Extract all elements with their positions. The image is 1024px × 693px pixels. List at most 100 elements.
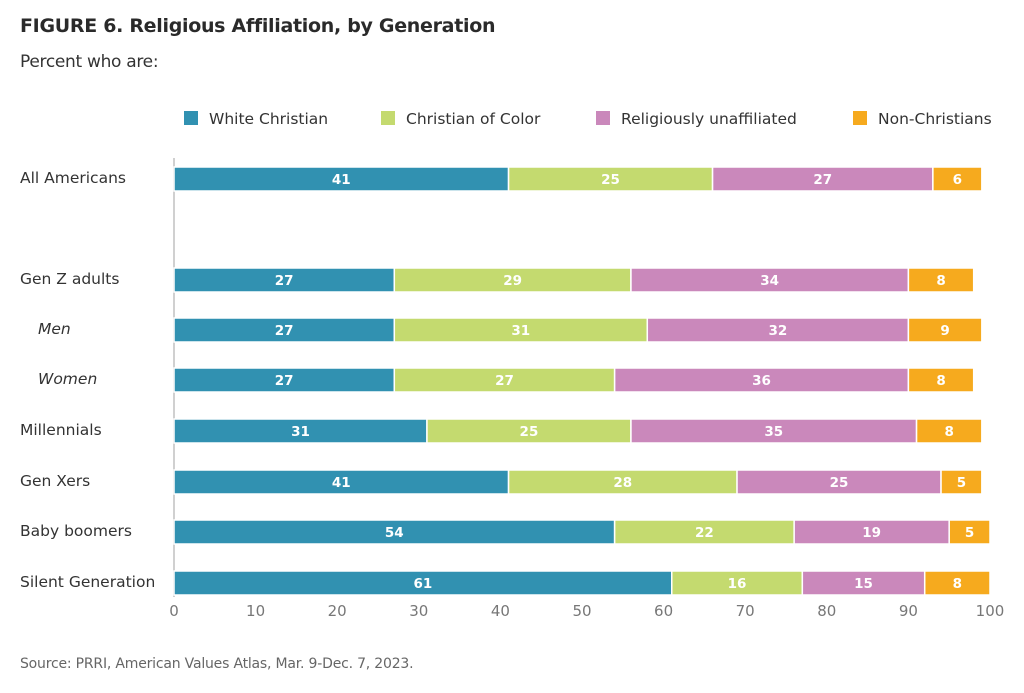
bar-value-label: 16 (728, 576, 747, 592)
bar-segment (630, 267, 910, 293)
bar-value-label: 61 (413, 576, 432, 592)
bar-row: 31 25 35 8 (173, 418, 983, 444)
bar-value-label: 19 (862, 525, 881, 541)
bar-segment (907, 267, 975, 293)
x-tick-label: 80 (817, 602, 836, 620)
legend-label: Religiously unaffiliated (621, 110, 797, 128)
bar-value-label: 32 (768, 323, 787, 339)
bar-value-label: 27 (813, 172, 832, 188)
bar-segment (507, 166, 714, 192)
category-label: Gen Xers (20, 472, 90, 490)
category-label: Millennials (20, 421, 102, 439)
legend-swatch (184, 111, 198, 125)
chart-title: FIGURE 6. Religious Affiliation, by Gene… (20, 15, 496, 37)
x-tick-label: 60 (654, 602, 673, 620)
bar-segment (646, 317, 910, 343)
bar-value-label: 34 (760, 273, 779, 289)
x-tick-label: 10 (246, 602, 265, 620)
bar-segment (613, 367, 910, 393)
bar-segment (932, 166, 983, 192)
category-label: All Americans (20, 169, 126, 187)
bar-value-label: 15 (854, 576, 873, 592)
legend: White Christian Christian of Color Religio… (184, 110, 992, 128)
bar-row: 27 29 34 8 (173, 267, 975, 293)
x-axis-ticks: 0 10 20 30 40 50 60 70 80 90 100 (169, 602, 1004, 620)
bar-value-label: 41 (332, 475, 351, 491)
category-label: Women (38, 370, 97, 388)
bar-segment (940, 469, 983, 495)
legend-swatch (853, 111, 867, 125)
bar-value-label: 29 (503, 273, 522, 289)
legend-label: White Christian (209, 110, 328, 128)
bar-segment (630, 418, 918, 444)
bar-value-label: 6 (953, 172, 962, 188)
bar-segment (507, 469, 738, 495)
bar-segment (907, 367, 975, 393)
bar-value-label: 41 (332, 172, 351, 188)
bar-value-label: 27 (275, 323, 294, 339)
bar-row: 41 25 27 6 (173, 166, 983, 192)
bar-value-label: 25 (520, 424, 539, 440)
bar-value-label: 27 (275, 273, 294, 289)
bar-value-label: 5 (957, 475, 966, 491)
bar-value-label: 28 (613, 475, 632, 491)
bar-value-label: 27 (275, 373, 294, 389)
x-tick-label: 100 (976, 602, 1005, 620)
bar-segment (173, 317, 396, 343)
bar-value-label: 35 (764, 424, 783, 440)
x-tick-label: 90 (899, 602, 918, 620)
bar-segment (923, 570, 991, 596)
category-label: Silent Generation (20, 573, 155, 591)
legend-item: Religiously unaffiliated (596, 110, 797, 128)
bar-value-label: 27 (495, 373, 514, 389)
category-label: Gen Z adults (20, 270, 119, 288)
bar-segment (671, 570, 804, 596)
bar-value-label: 25 (830, 475, 849, 491)
bar-row: 27 27 36 8 (173, 367, 975, 393)
bar-segment (907, 317, 983, 343)
bar-segment (915, 418, 983, 444)
category-label: Men (38, 320, 71, 338)
bar-segment (948, 519, 991, 545)
bar-value-label: 25 (601, 172, 620, 188)
bar-value-label: 5 (965, 525, 974, 541)
bar-segment (173, 166, 510, 192)
source-note: Source: PRRI, American Values Atlas, Mar… (20, 656, 414, 672)
x-tick-label: 30 (409, 602, 428, 620)
bar-value-label: 22 (695, 525, 714, 541)
x-tick-label: 0 (169, 602, 179, 620)
bar-segment (426, 418, 632, 444)
x-tick-label: 40 (491, 602, 510, 620)
legend-item: White Christian (184, 110, 328, 128)
bar-segment (393, 267, 632, 293)
chart-subtitle: Percent who are: (20, 52, 159, 72)
bar-value-label: 8 (953, 576, 962, 592)
bar-row: 27 31 32 9 (173, 317, 983, 343)
bar-value-label: 9 (940, 323, 949, 339)
legend-swatch (381, 111, 395, 125)
legend-item: Non-Christians (853, 110, 992, 128)
legend-swatch (596, 111, 610, 125)
bar-value-label: 36 (752, 373, 771, 389)
x-tick-label: 20 (328, 602, 347, 620)
category-labels: All Americans Gen Z adults Men Women Millenn… (20, 169, 155, 591)
x-tick-label: 70 (736, 602, 755, 620)
legend-item: Christian of Color (381, 110, 541, 128)
bar-segment (173, 367, 396, 393)
bar-value-label: 8 (936, 373, 945, 389)
legend-label: Non-Christians (878, 110, 992, 128)
legend-label: Christian of Color (406, 110, 541, 128)
bar-value-label: 8 (936, 273, 945, 289)
x-tick-label: 50 (572, 602, 591, 620)
bar-segment (793, 519, 950, 545)
category-label: Baby boomers (20, 522, 132, 540)
bar-segment (173, 267, 396, 293)
bar-row: 61 16 15 8 (173, 570, 991, 596)
bar-segment (613, 519, 795, 545)
bar-value-label: 31 (511, 323, 530, 339)
bars: 41 25 27 6 27 29 34 8 27 31 32 9 27 27 36 8 31 25 35 8 41 28 2… (173, 166, 991, 596)
bar-segment (173, 469, 510, 495)
bar-value-label: 8 (944, 424, 953, 440)
bar-value-label: 54 (385, 525, 404, 541)
